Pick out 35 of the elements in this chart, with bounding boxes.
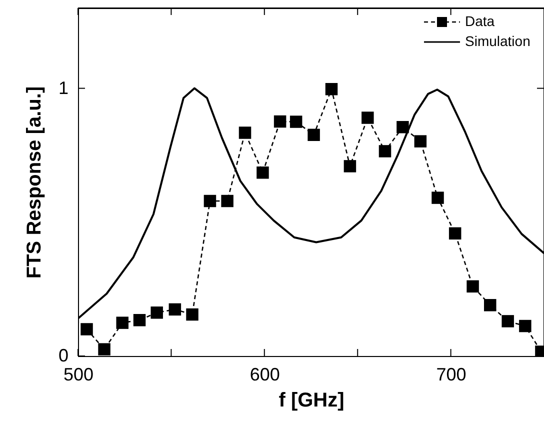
point	[484, 299, 496, 312]
point	[238, 126, 252, 139]
point	[414, 135, 427, 148]
point	[98, 343, 110, 356]
point	[221, 194, 234, 208]
point	[519, 320, 532, 332]
point	[362, 112, 374, 124]
point	[274, 115, 286, 128]
point	[133, 314, 146, 326]
legend-label: Simulation	[465, 33, 530, 49]
point	[308, 128, 320, 142]
point	[325, 82, 338, 96]
point	[378, 145, 392, 158]
x-tick-label: 600	[250, 364, 280, 384]
y-axis-title: FTS Response [a.u.]	[23, 86, 46, 279]
point	[186, 308, 198, 321]
point	[396, 121, 409, 134]
y-tick-label: 0	[58, 346, 68, 366]
point	[116, 316, 128, 329]
point	[204, 194, 216, 208]
x-tick-label: 700	[436, 364, 466, 384]
point	[448, 227, 462, 240]
y-tick-label: 1	[58, 78, 68, 98]
legend-label: Data	[465, 13, 495, 29]
point	[344, 160, 356, 172]
point	[150, 306, 163, 319]
point	[168, 303, 182, 316]
point	[466, 280, 479, 293]
point	[290, 116, 302, 128]
point	[432, 192, 444, 204]
x-axis-title: f [GHz]	[278, 390, 344, 412]
point	[256, 166, 269, 179]
point	[502, 315, 514, 328]
x-tick-label: 500	[63, 364, 94, 384]
point	[80, 323, 93, 336]
